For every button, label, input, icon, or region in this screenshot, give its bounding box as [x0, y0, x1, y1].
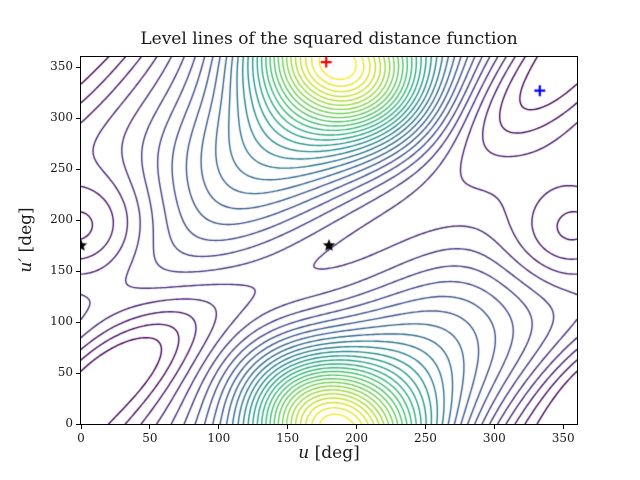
x-axis-variable: u [298, 443, 310, 463]
x-tick-label: 350 [551, 431, 575, 445]
y-axis-variable: u′ [16, 257, 36, 273]
y-tick [76, 372, 80, 374]
y-tick-label: 50 [57, 365, 73, 380]
x-axis-unit: [deg] [309, 443, 360, 463]
y-tick [76, 117, 80, 119]
contour-canvas [81, 57, 577, 424]
y-tick-label: 100 [50, 314, 73, 329]
y-axis-unit: [deg] [16, 207, 36, 258]
x-tick [562, 425, 564, 429]
x-tick-label: 50 [142, 431, 158, 445]
x-tick-label: 250 [413, 431, 437, 445]
y-tick-label: 300 [50, 110, 73, 125]
x-axis-label: u [deg] [81, 443, 577, 463]
x-tick-label: 0 [77, 431, 85, 445]
y-tick [76, 168, 80, 170]
y-tick-label: 250 [50, 161, 73, 176]
y-tick [76, 219, 80, 221]
x-tick [493, 425, 495, 429]
plot-area [80, 56, 578, 425]
y-tick-label: 350 [50, 59, 73, 74]
x-tick [356, 425, 358, 429]
x-tick [80, 425, 82, 429]
y-tick [76, 321, 80, 323]
x-tick-label: 300 [482, 431, 506, 445]
y-tick-label: 0 [65, 416, 73, 430]
y-axis-label: u′ [deg] [16, 207, 36, 272]
y-tick-label: 150 [50, 263, 73, 278]
x-tick-label: 150 [276, 431, 300, 445]
x-tick-label: 100 [207, 431, 231, 445]
y-tick [76, 270, 80, 272]
y-tick [76, 66, 80, 68]
x-tick-label: 200 [345, 431, 368, 445]
y-tick [76, 423, 80, 425]
x-tick [287, 425, 289, 429]
x-tick [424, 425, 426, 429]
x-tick [149, 425, 151, 429]
y-tick-label: 200 [50, 212, 73, 227]
chart-title: Level lines of the squared distance func… [140, 29, 518, 49]
x-tick [218, 425, 220, 429]
